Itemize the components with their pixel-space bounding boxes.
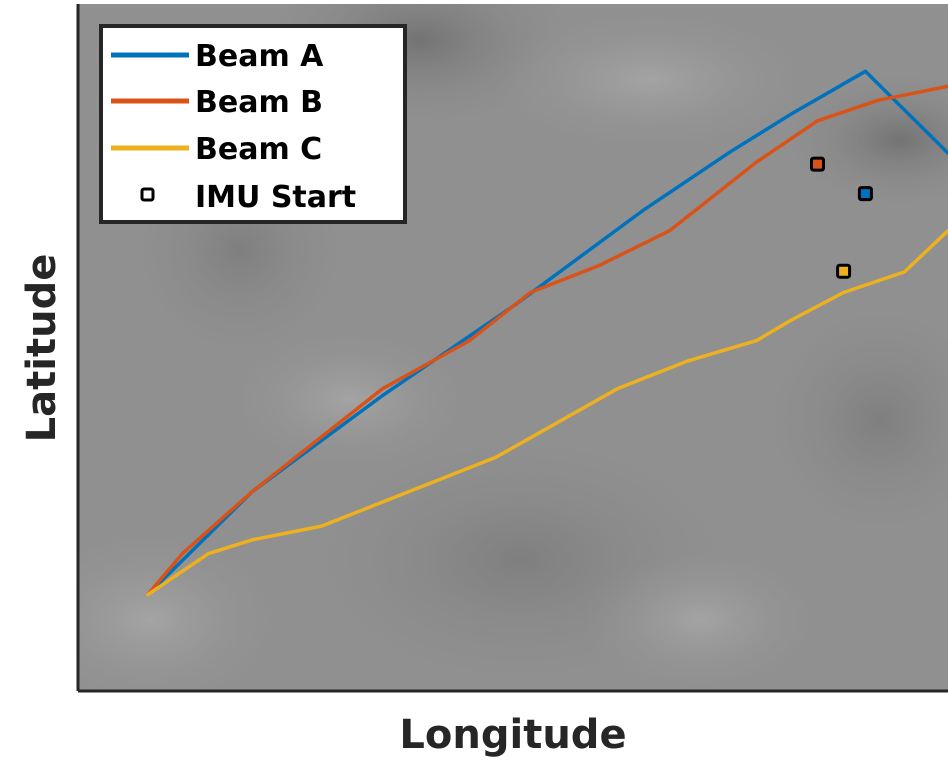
legend-label-beam-b: Beam B xyxy=(195,85,323,120)
legend-swatch-imu-start xyxy=(140,187,155,202)
legend: Beam A Beam B Beam C IMU Start xyxy=(99,24,407,224)
y-axis-label: Latitude xyxy=(19,254,65,443)
series-line-beam-b xyxy=(145,84,948,597)
imu-start-marker-beam-c xyxy=(836,263,852,279)
legend-label-beam-c: Beam C xyxy=(195,132,322,167)
imu-start-marker-beam-a xyxy=(857,186,873,202)
legend-label-imu-start: IMU Start xyxy=(195,180,356,215)
series-layer xyxy=(145,69,948,597)
x-axis-label: Longitude xyxy=(399,712,626,758)
marker-layer xyxy=(810,156,873,279)
imu-start-marker-beam-b xyxy=(810,156,825,172)
series-line-beam-c xyxy=(145,228,948,597)
legend-label-beam-a: Beam A xyxy=(195,39,324,74)
series-line-beam-a xyxy=(145,69,948,597)
